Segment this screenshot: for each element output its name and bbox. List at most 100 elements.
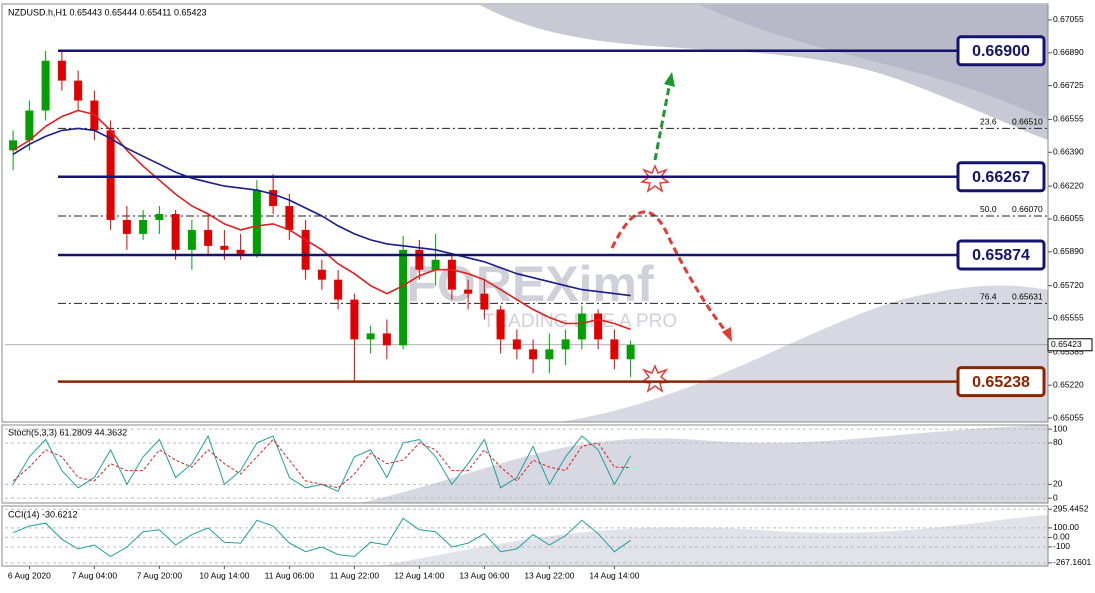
y-tick-label: 80 (1053, 437, 1063, 447)
candle-body (269, 190, 278, 207)
candle-body (41, 60, 50, 111)
candle-body (399, 249, 408, 346)
up-arrowhead (664, 72, 675, 87)
candle-body (366, 333, 375, 340)
fib-label: 0.66070 (1012, 204, 1043, 214)
y-tick-label: 0 (1053, 492, 1058, 502)
candle-body (334, 279, 343, 300)
y-tick-label: 0.65890 (1053, 246, 1084, 256)
candle-body (204, 229, 213, 246)
burst (640, 164, 670, 193)
candle-body (626, 344, 635, 360)
candle-body (122, 219, 131, 234)
y-tick-label: 0.65220 (1053, 379, 1084, 389)
candle-body (610, 339, 619, 360)
fib-ratio: 23.6 (980, 117, 997, 127)
y-tick-label: 20 (1053, 479, 1063, 489)
level-box (956, 161, 1046, 193)
stoch-title: Stoch(5,3,3) 61.2809 44.3632 (8, 427, 127, 437)
cci-panel (1, 505, 1049, 567)
x-tick-label: 10 Aug 14:00 (199, 570, 249, 580)
moving-average (12, 109, 631, 331)
candle-body (74, 80, 83, 101)
y-tick-label: 0.66055 (1053, 213, 1084, 223)
x-tick-label: 12 Aug 14:00 (394, 570, 444, 580)
last-price-box (1047, 338, 1093, 352)
candle-body (139, 219, 148, 234)
candle-body (171, 213, 180, 250)
candle-body (431, 259, 440, 270)
cci-title: CCI(14) -30.6212 (8, 509, 78, 519)
decor-swirl (380, 515, 1048, 566)
x-tick-label: 11 Aug 06:00 (265, 570, 315, 580)
y-tick-label: 100 (1053, 423, 1067, 433)
stoch-panel (1, 424, 1049, 504)
candle-body (9, 140, 18, 151)
candle-body (57, 60, 66, 81)
level-box (956, 35, 1046, 67)
candle-body (529, 349, 538, 360)
y-tick-label: 0.67055 (1053, 14, 1084, 24)
candle-body (464, 289, 473, 294)
indicator-line (12, 517, 631, 558)
candle-body (155, 213, 164, 220)
decor-swirl (560, 285, 1048, 422)
y-tick-label: 295.4452 (1053, 504, 1089, 514)
level-box (956, 366, 1046, 398)
level-label: 0.66267 (972, 169, 1030, 186)
y-tick-label: 0.65385 (1053, 347, 1084, 357)
y-tick-label: 0.00 (1053, 532, 1070, 542)
level-label: 0.65874 (972, 247, 1030, 264)
y-tick-label: 0.66725 (1053, 80, 1084, 90)
candle-body (220, 245, 229, 250)
decor-swirl (700, 5, 1048, 120)
level-label: 0.66900 (972, 43, 1030, 60)
candle-body (187, 229, 196, 250)
decor-swirl (360, 425, 1048, 503)
y-tick-label: 0.66890 (1053, 47, 1084, 57)
main-panel (1, 3, 1049, 423)
y-tick-label: -100 (1053, 541, 1070, 551)
candle-body (594, 313, 603, 340)
moving-average (12, 127, 631, 297)
candle-body (447, 259, 456, 290)
y-tick-label: 0.66555 (1053, 114, 1084, 124)
x-tick-label: 11 Aug 22:00 (330, 570, 380, 580)
fib-ratio: 50.0 (980, 204, 997, 214)
candle-body (561, 339, 570, 350)
candle-body (577, 313, 586, 340)
candle-body (301, 229, 310, 270)
y-tick-label: 0.65720 (1053, 280, 1084, 290)
candle-body (25, 110, 34, 141)
x-tick-label: 13 Aug 22:00 (524, 570, 574, 580)
candle-body (106, 130, 115, 220)
fib-label: 0.65631 (1012, 292, 1043, 302)
down-arrowhead (722, 327, 732, 342)
y-tick-label: 100.00 (1053, 522, 1079, 532)
fib-label: 0.66510 (1012, 117, 1043, 127)
y-tick-label: -267.1601 (1053, 557, 1092, 567)
candle-body (317, 269, 326, 280)
y-tick-label: 0.66220 (1053, 180, 1084, 190)
candle-body (350, 299, 359, 340)
x-tick-label: 14 Aug 14:00 (589, 570, 639, 580)
candle-body (382, 333, 391, 346)
level-label: 0.65238 (972, 374, 1030, 391)
burst (640, 364, 670, 393)
x-tick-label: 13 Aug 06:00 (459, 570, 509, 580)
candle-body (545, 349, 554, 360)
down-arrow (610, 210, 730, 335)
chart-title: NZDUSD.h,H1 0.65443 0.65444 0.65411 0.65… (8, 7, 206, 17)
candle-body (512, 339, 521, 350)
y-tick-label: 0.65555 (1053, 313, 1084, 323)
candle-body (480, 293, 489, 310)
candle-body (236, 249, 245, 254)
x-tick-label: 6 Aug 2020 (8, 570, 51, 580)
candle-body (415, 249, 424, 270)
indicator-line (12, 438, 631, 489)
candle-body (285, 206, 294, 230)
last-price-label: 0.65423 (1051, 339, 1082, 349)
y-tick-label: 0.66390 (1053, 147, 1084, 157)
level-box (956, 239, 1046, 271)
